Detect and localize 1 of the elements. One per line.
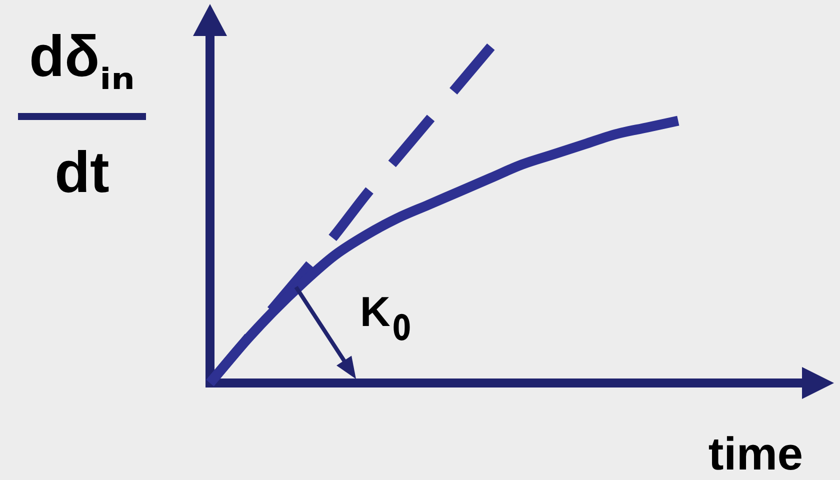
x-axis-title: time [708, 428, 803, 480]
